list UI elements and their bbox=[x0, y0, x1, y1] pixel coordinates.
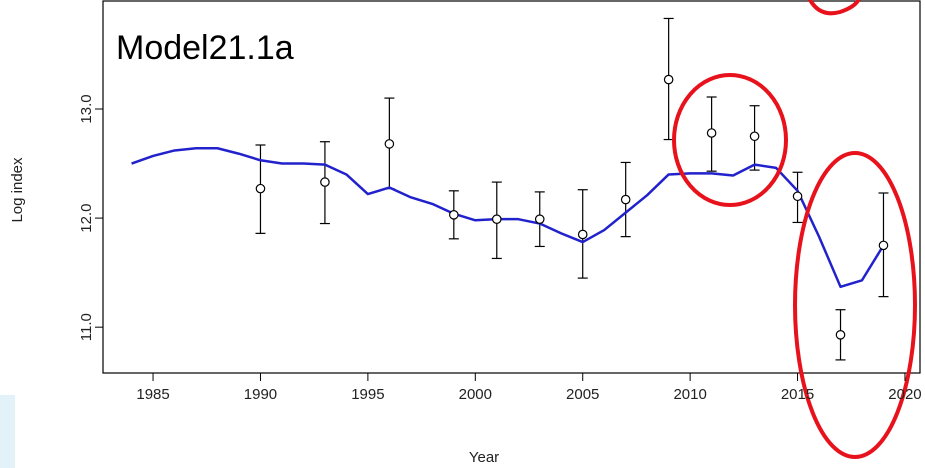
data-point bbox=[835, 330, 846, 340]
data-point bbox=[491, 214, 502, 224]
data-point bbox=[706, 128, 717, 138]
data-point bbox=[749, 131, 760, 142]
x-tick-label: 2000 bbox=[459, 386, 492, 403]
plot-frame bbox=[102, 0, 921, 374]
x-tick-label: 1990 bbox=[244, 386, 277, 403]
data-point bbox=[878, 240, 889, 251]
data-point bbox=[663, 74, 674, 85]
data-point bbox=[384, 139, 395, 149]
y-tick-label: 13.0 bbox=[78, 94, 95, 123]
data-point bbox=[577, 229, 588, 240]
x-tick-label: 2005 bbox=[566, 386, 599, 403]
data-point bbox=[320, 177, 330, 187]
chart-title: Model21.1a bbox=[116, 29, 294, 67]
x-tick-label: 2015 bbox=[781, 386, 814, 403]
x-tick-label: 2020 bbox=[888, 386, 921, 403]
fit-line bbox=[131, 147, 885, 289]
y-tick-label: 12.0 bbox=[78, 203, 95, 232]
x-tick-label: 2010 bbox=[673, 386, 706, 403]
highlight-ellipse bbox=[672, 73, 788, 207]
data-point bbox=[534, 214, 545, 224]
x-tick-label: 1995 bbox=[351, 386, 384, 403]
y-axis-title: Log index bbox=[9, 157, 26, 223]
x-tick-label: 1985 bbox=[136, 386, 169, 403]
annotations bbox=[672, 0, 917, 459]
marks bbox=[131, 17, 889, 361]
highlight-arc bbox=[807, 0, 861, 16]
y-tick-label: 11.0 bbox=[78, 313, 95, 341]
highlight-ellipse bbox=[793, 151, 917, 459]
data-point bbox=[620, 194, 631, 205]
data-point bbox=[255, 183, 266, 194]
side-panel bbox=[0, 395, 15, 468]
x-axis-title: Year bbox=[469, 449, 499, 466]
data-point bbox=[792, 191, 803, 202]
data-point bbox=[449, 210, 459, 220]
